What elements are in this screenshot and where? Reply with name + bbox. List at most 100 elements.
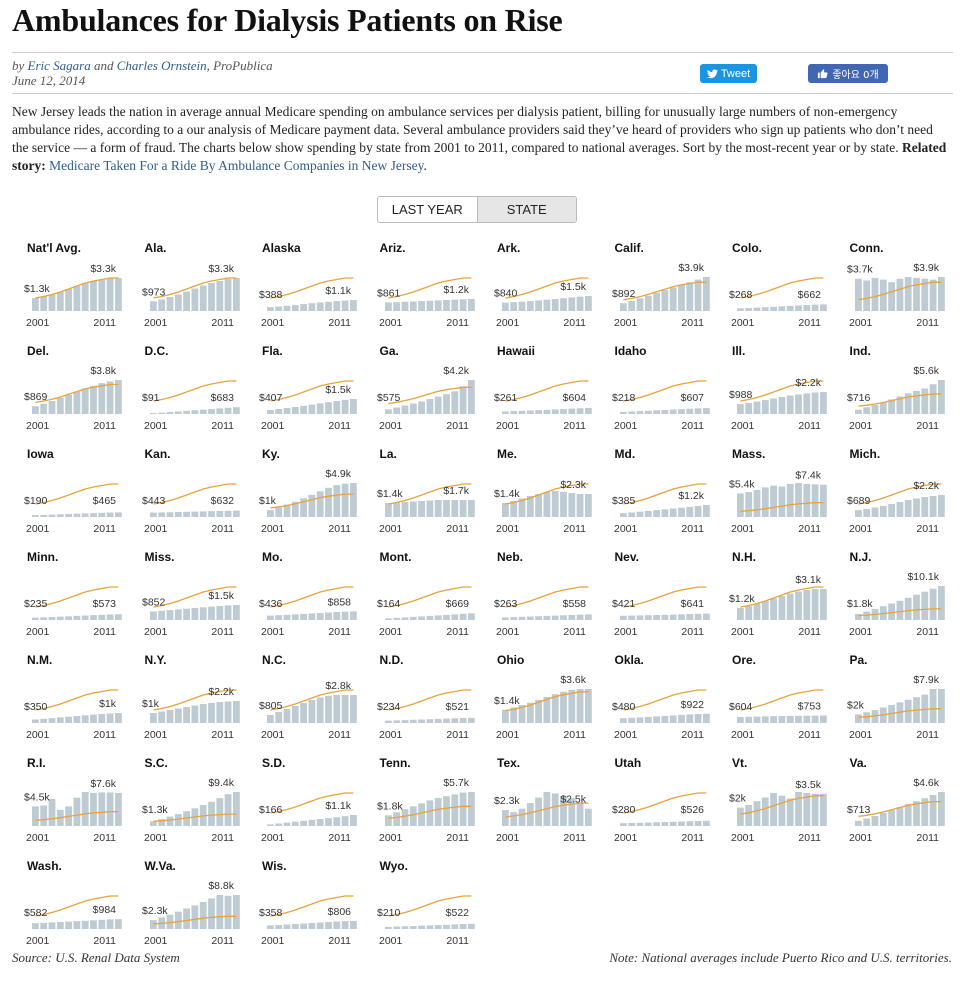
state-name: Colo. <box>732 241 762 255</box>
spending-bar <box>820 304 827 311</box>
national-average-line <box>35 895 119 917</box>
state-chart: S.C. $1.3k $9.4k 2001 2011 <box>130 753 247 856</box>
x-axis-start-label: 2001 <box>849 317 873 329</box>
spending-bar <box>308 819 316 826</box>
spending-bar <box>560 615 567 620</box>
x-axis-end-label: 2011 <box>916 523 939 535</box>
spending-bar <box>32 617 39 620</box>
spending-bar <box>786 715 794 723</box>
first-value-label: $443 <box>142 495 166 507</box>
spending-bar <box>803 483 811 517</box>
spending-bar <box>753 489 761 517</box>
national-average-line <box>740 501 824 512</box>
x-axis-start-label: 2001 <box>379 523 403 535</box>
x-axis-end-label: 2011 <box>211 317 234 329</box>
spending-bar <box>149 821 157 826</box>
spending-bar <box>644 716 652 723</box>
spending-bar <box>90 792 97 826</box>
spending-bar <box>157 512 165 517</box>
x-axis-start-label: 2001 <box>849 832 873 844</box>
twitter-bird-icon <box>706 68 718 78</box>
tweet-button[interactable]: Tweet <box>700 64 757 83</box>
spending-bar <box>434 615 442 620</box>
source-note: Source: U.S. Renal Data System <box>12 950 180 965</box>
first-value-label: $852 <box>142 596 166 608</box>
spending-bar <box>904 597 912 620</box>
national-average-line <box>387 586 471 608</box>
spending-bar <box>652 615 660 620</box>
national-average-line <box>505 380 589 402</box>
national-average-line <box>270 380 354 402</box>
spending-bar <box>384 503 392 517</box>
state-name: N.M. <box>27 653 53 667</box>
last-value-label: $2.2k <box>913 480 939 492</box>
spending-bar <box>677 821 685 826</box>
spending-bar <box>207 606 215 620</box>
spending-bar <box>685 614 693 620</box>
spending-bar <box>325 487 332 517</box>
state-name: Ariz. <box>379 241 406 255</box>
state-mini-chart: $166 $1.1k 2001 2011 <box>259 792 357 844</box>
last-value-label: $521 <box>445 701 469 713</box>
author-link-sagara[interactable]: Eric Sagara <box>27 58 91 73</box>
state-chart: W.Va. $2.3k $8.8k 2001 2011 <box>130 856 247 959</box>
spending-bar <box>795 715 802 723</box>
state-chart: D.C. $91 $683 2001 2011 <box>130 341 247 444</box>
spending-bar <box>929 496 936 517</box>
spending-bar <box>685 714 693 723</box>
x-axis-start-label: 2001 <box>144 523 168 535</box>
spending-bar <box>157 610 165 620</box>
spending-bar <box>636 511 643 517</box>
spending-bar <box>442 796 450 826</box>
spending-bar <box>90 920 97 929</box>
spending-bar <box>929 588 936 620</box>
state-chart: Mont. $164 $669 2001 2011 <box>365 547 482 650</box>
x-axis-start-label: 2001 <box>614 729 638 741</box>
spending-bar <box>761 601 769 620</box>
sort-state-button[interactable]: STATE <box>476 197 576 222</box>
national-average-line <box>270 895 354 917</box>
spending-bar <box>568 798 576 826</box>
spending-bar <box>384 409 392 414</box>
first-value-label: $235 <box>24 598 48 610</box>
spending-bar <box>526 803 534 826</box>
spending-bar <box>887 603 895 620</box>
spending-bar <box>450 924 458 929</box>
spending-bar <box>737 493 744 517</box>
spending-bar <box>669 287 677 311</box>
spending-bar <box>48 514 56 517</box>
spending-bar <box>392 812 400 826</box>
spending-bar <box>325 301 332 311</box>
spending-bar <box>341 695 349 723</box>
spending-bar <box>459 386 466 414</box>
spending-bar <box>803 393 811 414</box>
state-name: Okla. <box>614 653 644 667</box>
author-link-ornstein[interactable]: Charles Ornstein <box>116 58 207 73</box>
spending-bar <box>526 301 534 311</box>
intro-paragraph: New Jersey leads the nation in average a… <box>12 103 952 175</box>
state-chart: Wis. $358 $806 2001 2011 <box>247 856 364 959</box>
spending-bar <box>426 300 433 311</box>
spending-bar <box>619 411 627 414</box>
last-value-label: $7.6k <box>90 778 116 790</box>
facebook-like-button[interactable]: 좋아요 0개 <box>808 64 888 83</box>
spending-bar <box>652 292 660 311</box>
spending-bar <box>32 806 39 826</box>
first-value-label: $716 <box>847 392 871 404</box>
last-value-label: $1.1k <box>325 800 351 812</box>
state-chart: N.M. $350 $1k 2001 2011 <box>12 650 129 753</box>
spending-bar <box>912 498 920 517</box>
spending-bar <box>467 792 475 826</box>
spending-bar <box>267 824 274 826</box>
national-average-line <box>505 691 589 712</box>
last-value-label: $3.3k <box>90 263 116 275</box>
spending-bar <box>677 614 685 620</box>
state-mini-chart: $869 $3.8k 2001 2011 <box>24 365 122 432</box>
spending-bar <box>275 615 283 620</box>
sort-last-year-button[interactable]: LAST YEAR <box>391 202 463 217</box>
first-value-label: $2.3k <box>494 795 520 807</box>
related-story-link[interactable]: Medicare Taken For a Ride By Ambulance C… <box>49 158 424 173</box>
spending-bar <box>174 609 182 620</box>
x-axis-start-label: 2001 <box>614 317 638 329</box>
state-chart: Ga. $575 $4.2k 2001 2011 <box>365 341 482 444</box>
